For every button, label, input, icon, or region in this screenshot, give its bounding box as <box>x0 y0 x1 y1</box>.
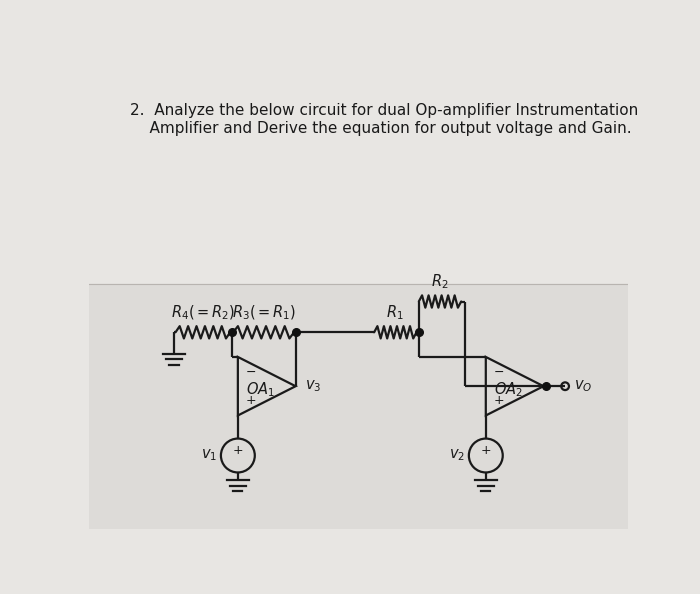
Text: +: + <box>480 444 491 457</box>
Text: $v_2$: $v_2$ <box>449 448 465 463</box>
Text: $R_1$: $R_1$ <box>386 303 404 321</box>
Text: $v_1$: $v_1$ <box>201 448 217 463</box>
Text: $+$: $+$ <box>493 394 504 407</box>
Text: $v_3$: $v_3$ <box>305 378 321 394</box>
Text: $R_4(= R_2)$: $R_4(= R_2)$ <box>171 303 235 321</box>
Text: $v_O$: $v_O$ <box>574 378 593 394</box>
Bar <box>90 284 629 529</box>
Text: +: + <box>232 444 243 457</box>
Text: $+$: $+$ <box>245 394 256 407</box>
Text: 2.  Analyze the below circuit for dual Op-amplifier Instrumentation
    Amplifie: 2. Analyze the below circuit for dual Op… <box>130 103 638 135</box>
Text: $-$: $-$ <box>493 365 504 378</box>
Text: $OA_2$: $OA_2$ <box>494 380 522 399</box>
Text: $-$: $-$ <box>245 365 256 378</box>
Text: $R_2$: $R_2$ <box>431 272 449 290</box>
Text: $R_3(= R_1)$: $R_3(= R_1)$ <box>232 303 296 321</box>
Text: $OA_1$: $OA_1$ <box>246 380 274 399</box>
Bar <box>90 71 629 284</box>
